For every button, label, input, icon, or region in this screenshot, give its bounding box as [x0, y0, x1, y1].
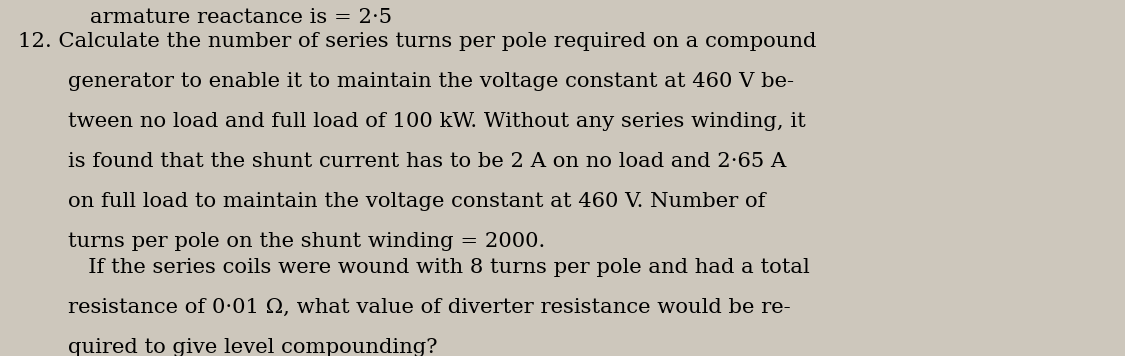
Text: turns per pole on the shunt winding = 2000.: turns per pole on the shunt winding = 20… [68, 232, 546, 251]
Text: on full load to maintain the voltage constant at 460 V. Number of: on full load to maintain the voltage con… [68, 192, 765, 211]
Text: tween no load and full load of 100 kW. Without any series winding, it: tween no load and full load of 100 kW. W… [68, 112, 805, 131]
Text: resistance of 0·01 Ω, what value of diverter resistance would be re-: resistance of 0·01 Ω, what value of dive… [68, 298, 791, 317]
Text: 12. Calculate the number of series turns per pole required on a compound: 12. Calculate the number of series turns… [18, 32, 817, 51]
Text: If the series coils were wound with 8 turns per pole and had a total: If the series coils were wound with 8 tu… [68, 258, 810, 277]
Text: is found that the shunt current has to be 2 A on no load and 2·65 A: is found that the shunt current has to b… [68, 152, 786, 171]
Text: armature reactance is = 2·5: armature reactance is = 2·5 [90, 8, 393, 27]
Text: quired to give level compounding?: quired to give level compounding? [68, 338, 438, 356]
Text: generator to enable it to maintain the voltage constant at 460 V be-: generator to enable it to maintain the v… [68, 72, 794, 91]
